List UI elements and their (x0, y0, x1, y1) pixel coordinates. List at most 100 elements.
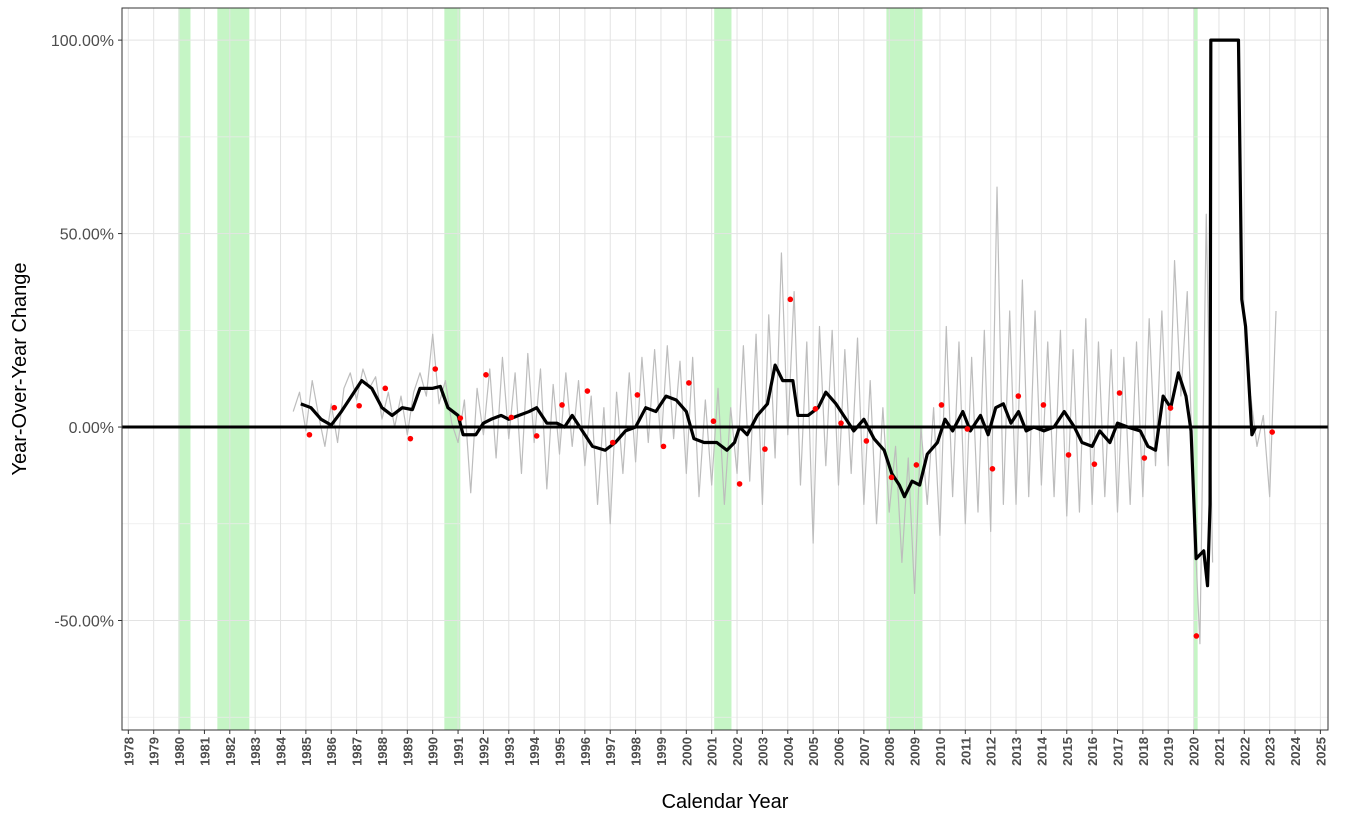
x-tick-label: 2022 (1237, 737, 1252, 766)
x-tick-label: 1980 (172, 737, 187, 766)
x-tick-label: 1988 (375, 737, 390, 766)
data-point (787, 296, 794, 303)
data-point (306, 431, 313, 438)
x-tick-label: 2019 (1161, 737, 1176, 766)
data-point (1167, 405, 1174, 411)
x-tick-label: 2021 (1212, 737, 1227, 766)
x-tick-label: 2004 (781, 736, 796, 766)
x-tick-label: 2008 (882, 737, 897, 766)
x-tick-label: 1979 (147, 737, 162, 766)
x-tick-label: 2018 (1136, 737, 1151, 766)
data-point (533, 433, 540, 439)
x-axis-title: Calendar Year (662, 791, 789, 813)
recession-band (444, 8, 461, 730)
data-point (913, 462, 920, 468)
data-point (762, 446, 768, 452)
data-point (736, 481, 743, 487)
data-point (356, 402, 362, 409)
x-tick-label: 2014 (1034, 736, 1049, 766)
y-tick-label: 100.00% (51, 33, 114, 50)
data-point (938, 402, 945, 408)
data-point (584, 388, 591, 394)
recession-band (1193, 8, 1198, 730)
x-tick-label: 1990 (426, 737, 441, 766)
x-tick-label: 2009 (908, 737, 923, 766)
x-tick-label: 1989 (400, 737, 415, 766)
x-tick-label: 2005 (806, 737, 821, 766)
data-point (838, 420, 844, 426)
data-point (812, 406, 819, 412)
data-point (989, 466, 996, 472)
x-tick-label: 2015 (1060, 737, 1075, 766)
x-tick-label: 1986 (324, 737, 339, 766)
x-tick-label: 1985 (299, 737, 314, 766)
data-point (483, 372, 489, 378)
data-point (407, 435, 414, 442)
x-tick-label: 2016 (1085, 737, 1100, 766)
x-tick-label: 2002 (730, 737, 745, 766)
x-tick-label: 1998 (629, 737, 644, 766)
data-point (331, 404, 338, 411)
data-point (559, 402, 565, 408)
y-tick-label: -50.00% (54, 614, 114, 631)
data-point (1141, 455, 1148, 461)
data-point (634, 392, 641, 398)
y-axis-title: Year-Over-Year Change (9, 262, 31, 475)
x-tick-label: 2007 (857, 737, 872, 766)
x-tick-label: 2013 (1009, 737, 1024, 766)
y-tick-label: 0.00% (69, 420, 114, 437)
x-tick-label: 2011 (958, 737, 973, 765)
x-tick-label: 1994 (527, 736, 542, 766)
x-tick-label: 1993 (502, 737, 517, 766)
x-tick-label: 2020 (1187, 737, 1202, 766)
data-point (710, 418, 717, 425)
x-tick-label: 1987 (350, 737, 365, 766)
data-point (1116, 390, 1123, 396)
x-tick-label: 2024 (1288, 736, 1303, 766)
series-line (292, 186, 1214, 645)
x-tick-label: 2012 (984, 737, 999, 766)
x-tick-label: 1992 (476, 737, 491, 766)
series-line (300, 38, 1258, 588)
x-tick-label: 2010 (933, 737, 948, 766)
plot-border (121, 7, 1329, 731)
recession-band (714, 8, 732, 730)
data-point (1269, 429, 1276, 435)
x-tick-label: 2003 (755, 737, 770, 766)
x-tick-label: 1978 (121, 737, 136, 766)
x-tick-label: 1991 (451, 737, 466, 766)
data-point (686, 380, 692, 386)
data-point (888, 474, 895, 481)
recession-band (178, 8, 191, 730)
x-tick-label: 2001 (705, 737, 720, 766)
x-tick-label: 1997 (603, 737, 618, 766)
x-tick-label: 2000 (679, 737, 694, 766)
data-point (1040, 402, 1047, 408)
data-point (457, 415, 464, 421)
x-tick-label: 2025 (1313, 737, 1328, 766)
data-point (609, 439, 616, 446)
x-tick-label: 2006 (831, 737, 846, 766)
x-tick-label: 2023 (1263, 737, 1278, 766)
data-point (1015, 393, 1022, 399)
recession-band (217, 8, 250, 730)
data-point (1091, 461, 1098, 467)
y-tick-label: 50.00% (60, 227, 114, 244)
data-point (382, 385, 389, 392)
x-tick-label: 1983 (248, 737, 263, 766)
data-point (1065, 452, 1072, 458)
recession-band (886, 8, 923, 730)
x-tick-label: 1996 (578, 737, 593, 766)
data-point (508, 414, 515, 421)
series-line (1250, 310, 1277, 498)
data-point (660, 443, 667, 450)
data-point (863, 438, 870, 444)
x-tick-label: 1995 (553, 737, 568, 766)
x-tick-label: 1981 (197, 737, 212, 766)
data-point (1193, 633, 1200, 639)
x-tick-label: 2017 (1110, 737, 1125, 766)
x-tick-label: 1982 (223, 737, 238, 766)
x-tick-label: 1999 (654, 737, 669, 766)
data-point (432, 366, 439, 372)
